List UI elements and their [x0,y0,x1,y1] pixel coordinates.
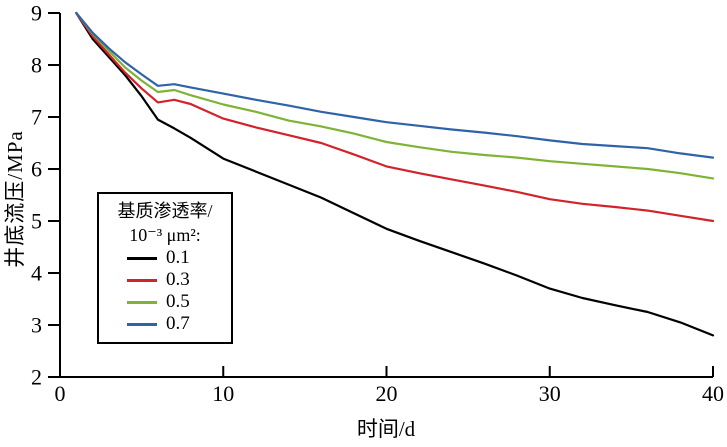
x-tick-label-20: 20 [376,381,398,406]
legend-item-0.3: 0.3 [127,269,203,291]
legend-item-0.5: 0.5 [127,291,203,313]
y-axis-label: 井底流压/MPa [3,130,27,268]
legend-title-line2: 10⁻³ μm²: [129,225,201,245]
legend-item-0.1: 0.1 [127,247,203,269]
legend-swatch-0.3 [127,278,157,282]
y-tick-label-6: 6 [31,157,42,182]
x-axis-label: 时间/d [356,417,416,441]
legend-swatch-0.1 [127,256,157,260]
legend-label-0.7: 0.7 [166,313,190,334]
x-tick-label-30: 30 [539,381,561,406]
legend-title-line1: 基质渗透率/ [117,201,213,221]
x-tick-label-0: 0 [55,381,66,406]
y-tick-label-8: 8 [31,53,42,78]
legend-item-0.7: 0.7 [127,313,203,335]
legend-label-0.5: 0.5 [166,291,190,312]
legend-swatch-0.5 [127,300,157,304]
x-tick-label-10: 10 [212,381,234,406]
x-tick-label-40: 40 [702,381,724,406]
y-tick-label-7: 7 [31,105,42,130]
series-line-0.3 [75,11,715,223]
legend-label-0.3: 0.3 [166,269,190,290]
legend-swatch-0.7 [127,322,157,326]
series-line-0.1 [75,11,715,337]
y-tick-label-4: 4 [31,261,42,286]
series-line-0.7 [75,11,715,159]
legend: 基质渗透率/ 10⁻³ μm²: 0.1 0.3 0.5 0.7 [97,192,233,344]
legend-label-0.1: 0.1 [166,247,190,268]
y-tick-label-5: 5 [31,209,42,234]
series-line-0.5 [75,11,715,180]
y-tick-label-9: 9 [31,1,42,26]
y-tick-label-3: 3 [31,313,42,338]
y-tick-label-2: 2 [31,365,42,390]
